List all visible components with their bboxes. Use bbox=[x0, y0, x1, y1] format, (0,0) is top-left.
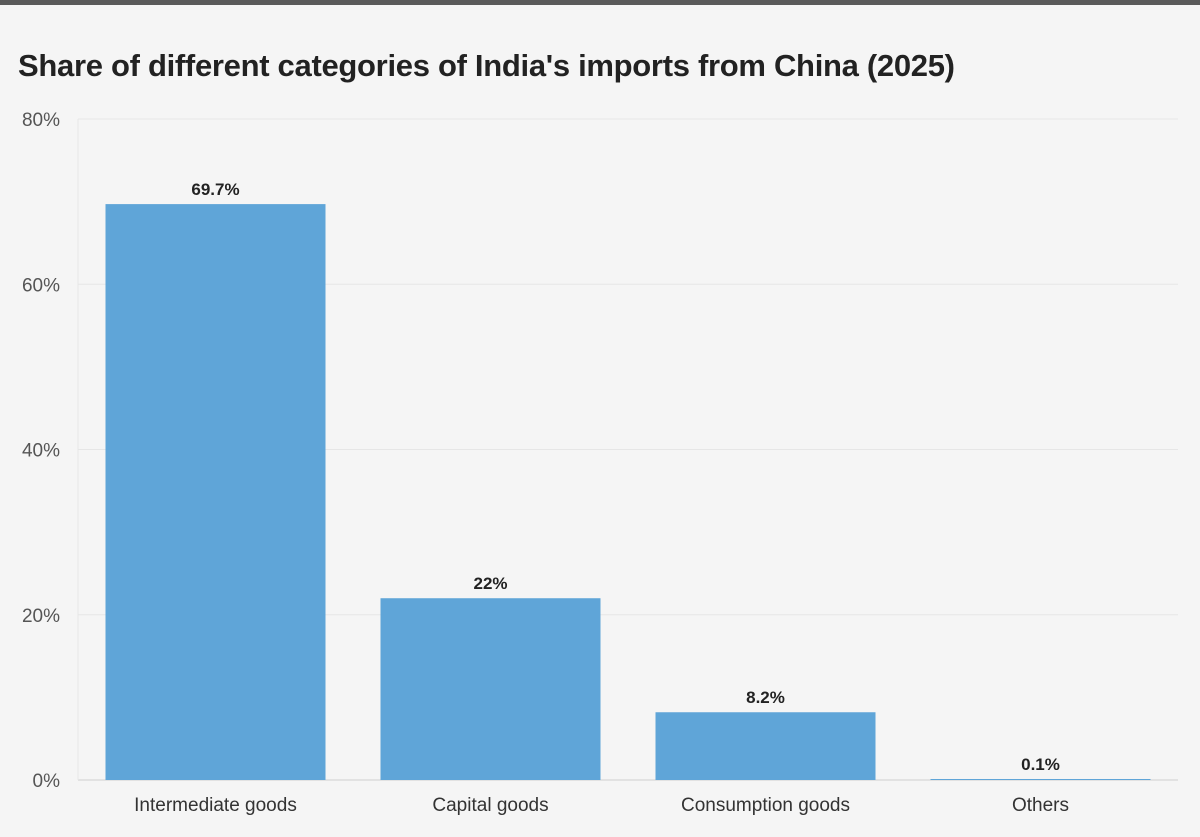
top-rule bbox=[0, 0, 1200, 5]
y-tick-label: 0% bbox=[33, 771, 61, 792]
y-tick-label: 80% bbox=[22, 110, 60, 131]
x-tick-label: Intermediate goods bbox=[134, 795, 297, 816]
x-tick-label: Capital goods bbox=[432, 795, 548, 816]
data-label: 22% bbox=[473, 574, 507, 593]
data-label: 0.1% bbox=[1021, 755, 1060, 774]
bar bbox=[930, 779, 1151, 780]
labels: 0% 20% 40% 60% 80% 69.7% Intermediate goods 22%… bbox=[22, 110, 1069, 816]
bar bbox=[105, 204, 326, 780]
y-tick-label: 60% bbox=[22, 275, 60, 296]
y-tick-label: 20% bbox=[22, 606, 60, 627]
data-label: 8.2% bbox=[746, 688, 785, 707]
chart-title: Share of different categories of India's… bbox=[18, 48, 955, 83]
bar bbox=[380, 598, 601, 780]
y-tick-label: 40% bbox=[22, 441, 60, 462]
x-tick-label: Consumption goods bbox=[681, 795, 850, 816]
bar bbox=[655, 712, 876, 780]
x-tick-label: Others bbox=[1012, 795, 1069, 816]
data-label: 69.7% bbox=[191, 180, 239, 199]
bars bbox=[105, 204, 1151, 780]
